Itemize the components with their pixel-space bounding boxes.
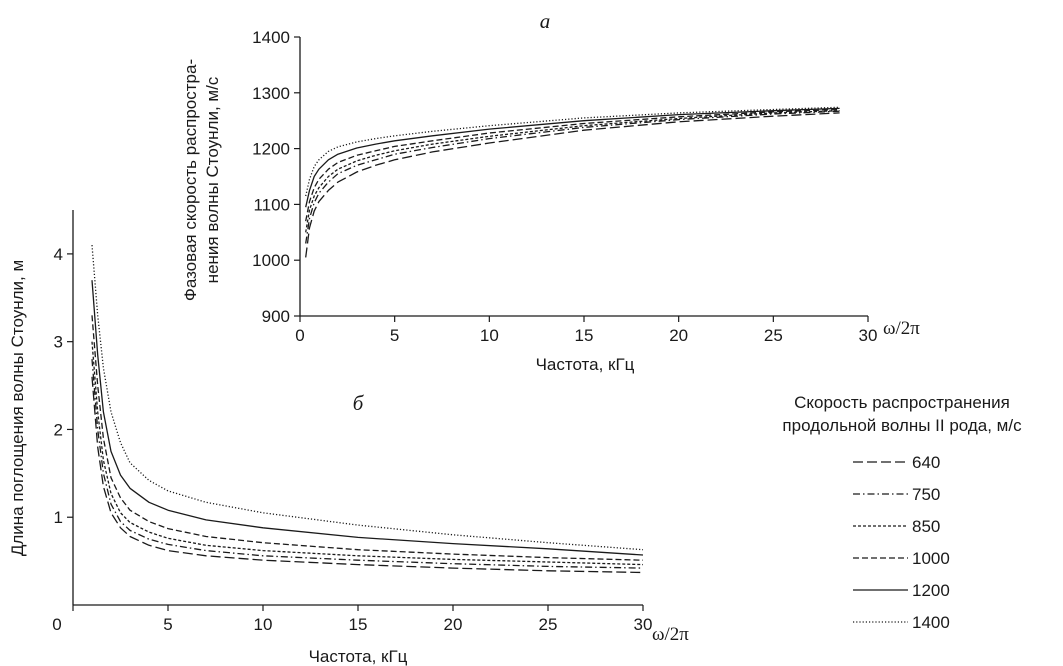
panel-a-omega-label: ω/2π	[883, 318, 920, 339]
panel-a-y-tick-label: 1300	[252, 84, 290, 103]
panel-a-y-tick-label: 1000	[252, 251, 290, 270]
panel-b-x-tick-label: 30	[634, 615, 653, 634]
panel-b-series-640	[91, 376, 644, 574]
legend-items: 640 750 850 1000 1200 1400	[853, 453, 950, 632]
panel-b-y-ticks: 1 2 3 4	[54, 245, 73, 527]
panel-a-y-title-line2: нения волны Стоунли, м/с	[203, 76, 222, 283]
panel-a-series-1200	[305, 107, 840, 208]
panel-a-y-tick-label: 1100	[253, 195, 290, 214]
panel-b-x-title: Частота, кГц	[309, 647, 408, 666]
panel-b-letter: б	[353, 391, 365, 415]
panel-a-x-tick-label: 30	[859, 326, 878, 345]
legend: Скорость распространения продольной волн…	[782, 393, 1022, 632]
panel-a-series-1400	[305, 106, 840, 197]
panel-b-series-1200	[91, 280, 644, 556]
panel-a-x-title: Частота, кГц	[536, 355, 635, 374]
legend-label-1000: 1000	[912, 549, 950, 568]
panel-a-y-tick-label: 900	[262, 307, 290, 326]
panel-b-series-750	[91, 359, 644, 569]
legend-label-640: 640	[912, 453, 940, 472]
legend-title-line1: Скорость распространения	[794, 393, 1010, 412]
panel-b-omega-label: ω/2π	[652, 624, 689, 645]
panel-b-x-tick-label: 25	[539, 615, 558, 634]
panel-a: а 900 1000 1100 1200 1300 1400 0 5 10 15 20 25 30 ω…	[181, 9, 920, 374]
panel-b-x-tick-label: 0	[52, 615, 61, 634]
panel-a-series-640	[305, 112, 840, 258]
panel-a-letter: а	[540, 9, 551, 33]
legend-label-750: 750	[912, 485, 940, 504]
panel-a-y-tick-label: 1400	[252, 28, 290, 47]
legend-label-1200: 1200	[912, 581, 950, 600]
panel-b-x-tick-label: 20	[444, 615, 463, 634]
panel-b-x-ticks: 0 5 10 15 20 25 30	[52, 605, 652, 634]
panel-b: б 1 2 3 4 0 5 10 15 20 25 30 ω/2π Частота, кГц Дл…	[8, 210, 689, 666]
panel-b-y-tick-label: 2	[54, 420, 63, 439]
panel-a-y-tick-label: 1200	[252, 140, 290, 159]
panel-b-y-tick-label: 1	[54, 508, 63, 527]
panel-b-series-1400	[91, 245, 644, 551]
panel-a-y-title-line1: Фазовая скорость распростра-	[181, 59, 200, 301]
panel-b-x-tick-label: 15	[349, 615, 368, 634]
panel-b-series	[91, 245, 644, 574]
panel-b-y-title: Длина поглощения волны Стоунли, м	[8, 260, 27, 556]
panel-b-x-tick-label: 10	[254, 615, 273, 634]
panel-a-series-750	[305, 110, 840, 244]
legend-title-line2: продольной волны II рода, м/с	[782, 416, 1022, 435]
panel-a-x-tick-label: 25	[764, 326, 783, 345]
panel-a-series-850	[305, 110, 840, 233]
panel-b-y-tick-label: 4	[54, 245, 63, 264]
panel-a-x-tick-label: 5	[390, 326, 399, 345]
legend-label-1400: 1400	[912, 613, 950, 632]
panel-b-series-1000	[91, 315, 644, 561]
panel-a-x-tick-label: 20	[669, 326, 688, 345]
panel-b-y-tick-label: 3	[54, 333, 63, 352]
panel-a-y-ticks: 900 1000 1100 1200 1300 1400	[252, 28, 300, 326]
panel-a-x-tick-label: 10	[480, 326, 499, 345]
panel-a-series	[305, 106, 840, 258]
panel-a-x-ticks: 0 5 10 15 20 25 30	[295, 316, 877, 345]
legend-label-850: 850	[912, 517, 940, 536]
panel-b-series-850	[91, 341, 644, 566]
panel-b-x-tick-label: 5	[163, 615, 172, 634]
panel-a-series-1000	[305, 108, 840, 222]
panel-a-x-tick-label: 15	[575, 326, 594, 345]
panel-a-x-tick-label: 0	[295, 326, 304, 345]
